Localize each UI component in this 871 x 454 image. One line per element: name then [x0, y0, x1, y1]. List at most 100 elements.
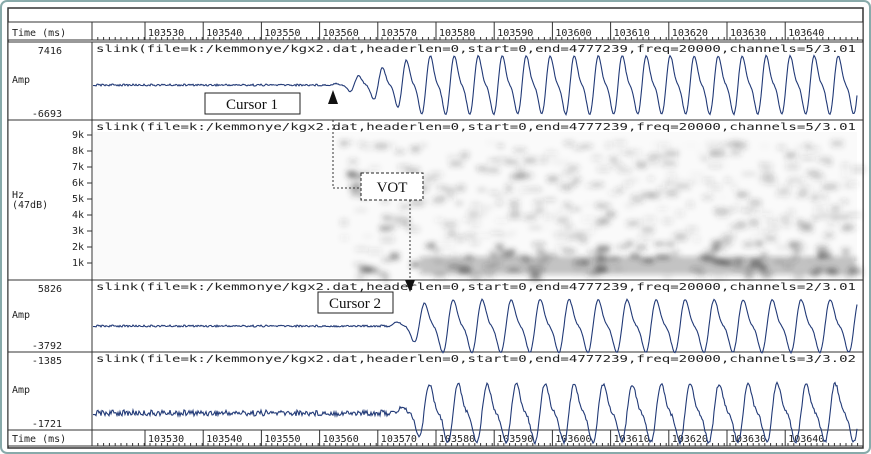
energy — [792, 274, 805, 281]
energy — [662, 218, 673, 225]
time-tick-label: 103550 — [264, 28, 300, 39]
energy — [744, 273, 754, 279]
energy — [654, 242, 664, 246]
energy — [715, 195, 728, 200]
energy — [397, 164, 411, 171]
energy — [369, 165, 380, 171]
energy — [627, 149, 642, 155]
unit-label: Amp — [12, 310, 30, 321]
energy — [764, 235, 777, 242]
energy — [505, 185, 513, 192]
energy — [534, 207, 545, 213]
energy — [627, 177, 640, 183]
energy — [776, 190, 790, 197]
time-label: Time (ms) — [12, 28, 66, 39]
energy — [359, 266, 372, 273]
energy — [410, 261, 420, 268]
energy — [796, 182, 807, 187]
energy — [788, 177, 803, 182]
energy — [494, 192, 507, 199]
energy — [513, 148, 527, 153]
freq-tick-label: 2k — [72, 242, 84, 253]
energy — [684, 143, 697, 149]
time-tick-label: 103550 — [264, 434, 300, 445]
energy — [411, 145, 420, 153]
energy — [841, 248, 850, 256]
energy — [656, 254, 670, 259]
energy — [497, 143, 504, 148]
energy — [420, 184, 430, 190]
energy — [460, 154, 468, 160]
vot-box — [360, 172, 424, 201]
cursor2-box — [317, 291, 394, 314]
energy — [563, 202, 571, 207]
energy — [830, 205, 841, 213]
time-tick-label: 103630 — [730, 434, 766, 445]
energy — [649, 161, 661, 167]
energy — [644, 216, 657, 223]
energy — [440, 242, 454, 249]
energy — [463, 217, 473, 223]
energy — [625, 241, 633, 247]
energy — [816, 246, 828, 252]
energy — [763, 232, 774, 236]
spectrogram-energy — [340, 140, 865, 282]
energy — [552, 207, 560, 212]
energy — [573, 146, 584, 151]
energy — [650, 193, 661, 199]
energy — [800, 226, 814, 233]
energy — [484, 272, 494, 278]
energy — [760, 144, 769, 148]
energy — [584, 203, 592, 206]
energy — [563, 224, 574, 231]
energy — [634, 219, 643, 226]
energy — [675, 210, 685, 217]
energy — [836, 215, 848, 220]
energy — [817, 252, 832, 258]
energy — [816, 215, 829, 219]
panel — [7, 351, 864, 431]
energy — [750, 258, 762, 266]
energy — [647, 176, 655, 181]
energy — [667, 172, 676, 178]
energy — [340, 140, 354, 145]
energy — [555, 231, 567, 239]
energy — [377, 271, 388, 277]
energy — [528, 187, 541, 192]
energy — [529, 226, 541, 230]
energy — [447, 230, 456, 238]
energy — [676, 184, 690, 189]
energy — [543, 253, 558, 257]
energy — [457, 184, 466, 191]
energy — [711, 274, 726, 280]
energy — [724, 261, 732, 267]
energy — [759, 229, 769, 235]
energy — [509, 200, 520, 208]
energy — [850, 270, 863, 276]
energy — [742, 172, 756, 176]
energy — [728, 140, 741, 147]
energy — [799, 244, 807, 251]
energy — [719, 143, 733, 147]
cursor2-label: Cursor 2 — [329, 296, 381, 312]
unit-note: (47dB) — [12, 200, 48, 211]
energy — [760, 162, 773, 170]
energy — [614, 140, 626, 145]
energy — [708, 164, 722, 168]
energy — [517, 166, 524, 173]
time-tick-label: 103570 — [381, 434, 417, 445]
energy — [380, 236, 395, 243]
energy — [346, 170, 357, 177]
energy — [394, 216, 408, 222]
energy — [845, 184, 852, 188]
energy — [533, 209, 543, 217]
energy — [597, 166, 610, 173]
energy — [495, 218, 508, 224]
energy — [743, 241, 754, 248]
time-tick-label: 103590 — [497, 434, 533, 445]
energy — [340, 234, 349, 241]
energy — [636, 162, 647, 168]
energy — [349, 179, 358, 186]
energy — [556, 217, 570, 224]
energy — [434, 217, 444, 223]
